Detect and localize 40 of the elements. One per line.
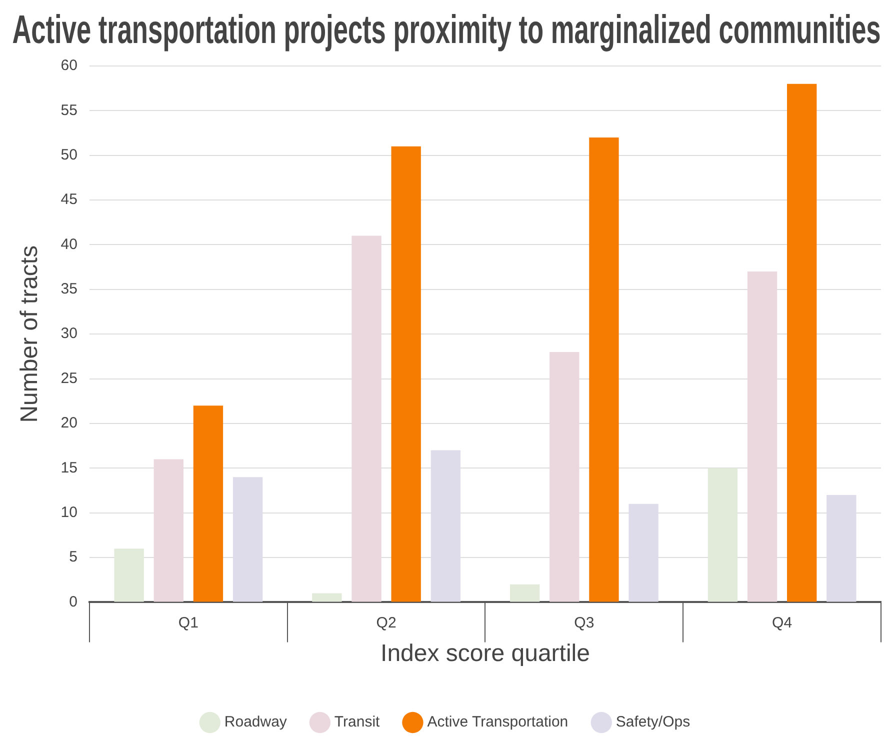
legend-label: Roadway — [224, 714, 288, 731]
y-tick-label: 45 — [60, 191, 78, 208]
legend-label: Safety/Ops — [616, 714, 690, 731]
bar — [708, 468, 738, 602]
y-tick-label: 5 — [69, 548, 78, 566]
y-tick-label: 35 — [60, 280, 78, 298]
bar — [352, 236, 382, 602]
y-axis-title: Number of tracts — [16, 245, 44, 423]
y-tick-label: 55 — [60, 102, 78, 119]
bar — [193, 406, 224, 602]
x-tick-label: Q4 — [772, 614, 792, 632]
y-tick-label: 60 — [60, 57, 78, 74]
y-tick-label: 30 — [60, 325, 78, 342]
y-tick-label: 25 — [60, 370, 78, 387]
bar — [430, 450, 461, 602]
bar — [550, 352, 580, 602]
y-tick-label: 50 — [60, 146, 78, 164]
bar — [154, 459, 184, 602]
bar — [312, 593, 342, 602]
chart-title: Active transportation projects proximity to marginalized communities — [12, 8, 881, 52]
bar — [232, 477, 263, 602]
y-tick-label: 20 — [60, 414, 78, 432]
x-tick-label: Q3 — [574, 614, 594, 632]
bar — [391, 146, 421, 602]
bar — [787, 84, 817, 602]
bar — [747, 272, 778, 602]
legend-label: Active Transportation — [427, 714, 568, 731]
y-tick-label: 15 — [60, 459, 78, 476]
bar — [589, 137, 619, 602]
y-tick-label: 10 — [60, 504, 78, 521]
x-tick-label: Q1 — [178, 614, 198, 632]
bar — [114, 548, 144, 602]
y-tick-label: 0 — [69, 593, 78, 610]
legend-label: Transit — [334, 714, 381, 731]
x-axis-title: Index score quartile — [380, 640, 590, 668]
bar — [628, 504, 658, 602]
y-tick-label: 40 — [60, 236, 78, 253]
bar — [826, 494, 856, 602]
bar — [510, 584, 540, 602]
x-tick-label: Q2 — [376, 614, 396, 632]
